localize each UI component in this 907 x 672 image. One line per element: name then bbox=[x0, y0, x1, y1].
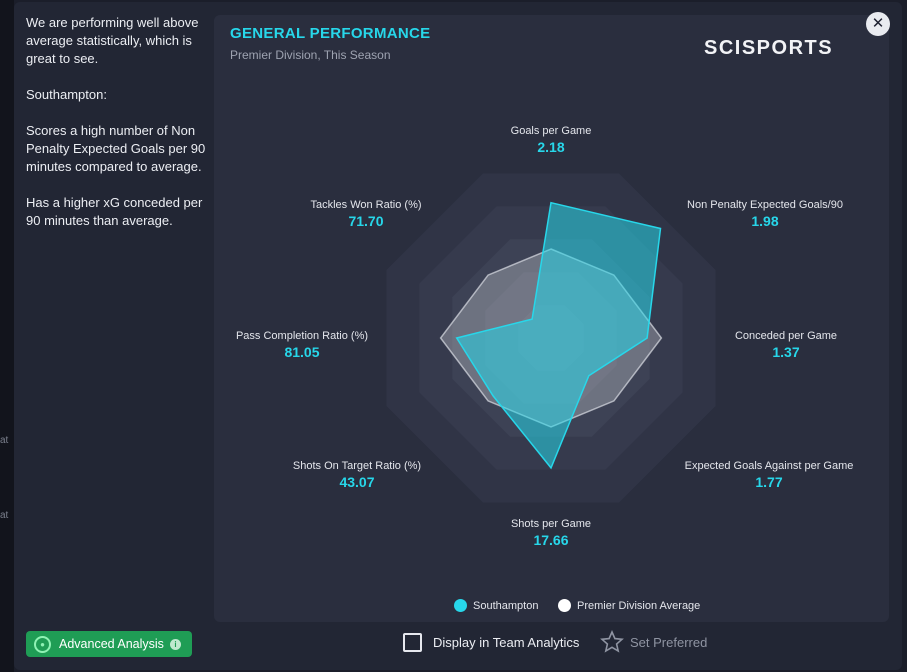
axis-value: 71.70 bbox=[348, 213, 384, 229]
axis-label: Shots per Game 17.66 bbox=[451, 518, 651, 548]
checkbox-box[interactable] bbox=[403, 633, 422, 652]
series-southampton bbox=[455, 201, 662, 470]
legend-swatch bbox=[454, 599, 467, 612]
summary-paragraph: Southampton: bbox=[26, 87, 107, 102]
axis-name: Non Penalty Expected Goals/90 bbox=[687, 199, 843, 211]
axis-name: Shots On Target Ratio (%) bbox=[292, 460, 422, 472]
axis-value: 1.37 bbox=[772, 344, 800, 360]
axis-value: 17.66 bbox=[533, 532, 569, 548]
axis-name: Expected Goals Against per Game bbox=[684, 460, 854, 472]
advanced-analysis-button[interactable]: ● Advanced Analysis i bbox=[26, 631, 192, 657]
background-edge-text: at bbox=[0, 435, 9, 446]
axis-value: 43.07 bbox=[339, 474, 375, 490]
axis-name: Tackles Won Ratio (%) bbox=[310, 199, 422, 211]
legend-label: Premier Division Average bbox=[577, 599, 701, 612]
axis-name: Shots per Game bbox=[510, 518, 592, 530]
close-button[interactable]: ✕ bbox=[866, 12, 890, 36]
panel-title: GENERAL PERFORMANCE bbox=[230, 25, 431, 42]
display-team-analytics-checkbox[interactable]: Display in Team Analytics bbox=[403, 633, 579, 652]
analysis-icon: ● bbox=[34, 635, 51, 653]
panel-subtitle: Premier Division, This Season bbox=[230, 48, 391, 62]
legend-item-league-average: Premier Division Average bbox=[558, 599, 700, 612]
display-team-analytics-label: Display in Team Analytics bbox=[433, 635, 580, 650]
axis-value: 2.18 bbox=[537, 139, 565, 155]
legend-item-southampton: Southampton bbox=[454, 599, 538, 612]
set-preferred-label: Set Preferred bbox=[630, 634, 708, 650]
axis-label: Expected Goals Against per Game 1.77 bbox=[669, 460, 869, 490]
axis-label: Pass Completion Ratio (%) 81.05 bbox=[202, 330, 402, 360]
background-strip bbox=[0, 0, 14, 672]
axis-value: 1.98 bbox=[751, 213, 779, 229]
info-icon[interactable]: i bbox=[169, 638, 181, 650]
axis-name: Pass Completion Ratio (%) bbox=[235, 330, 369, 342]
legend-label: Southampton bbox=[473, 599, 539, 612]
summary-paragraph: Has a higher xG conceded per 90 minutes … bbox=[26, 195, 203, 228]
star-icon bbox=[600, 630, 624, 653]
axis-label: Shots On Target Ratio (%) 43.07 bbox=[257, 460, 457, 490]
axis-value: 81.05 bbox=[284, 344, 320, 360]
axis-label: Goals per Game 2.18 bbox=[451, 125, 651, 155]
axis-label: Conceded per Game 1.37 bbox=[686, 330, 886, 360]
summary-paragraph: We are performing well above average sta… bbox=[26, 15, 199, 66]
axis-name: Conceded per Game bbox=[734, 330, 838, 342]
axis-name: Goals per Game bbox=[510, 125, 592, 137]
summary-paragraph: Scores a high number of Non Penalty Expe… bbox=[26, 123, 206, 174]
summary-text: We are performing well above average sta… bbox=[26, 14, 208, 248]
legend-swatch bbox=[558, 599, 571, 612]
axis-label: Tackles Won Ratio (%) 71.70 bbox=[266, 199, 466, 229]
scisports-logo: SCISPORTS bbox=[704, 37, 834, 59]
axis-value: 1.77 bbox=[755, 474, 783, 490]
advanced-analysis-label: Advanced Analysis bbox=[59, 637, 164, 651]
close-icon: ✕ bbox=[871, 15, 885, 32]
set-preferred-button[interactable]: Set Preferred bbox=[600, 630, 707, 654]
background-edge-text: at bbox=[0, 510, 9, 521]
axis-label: Non Penalty Expected Goals/90 1.98 bbox=[665, 199, 865, 229]
